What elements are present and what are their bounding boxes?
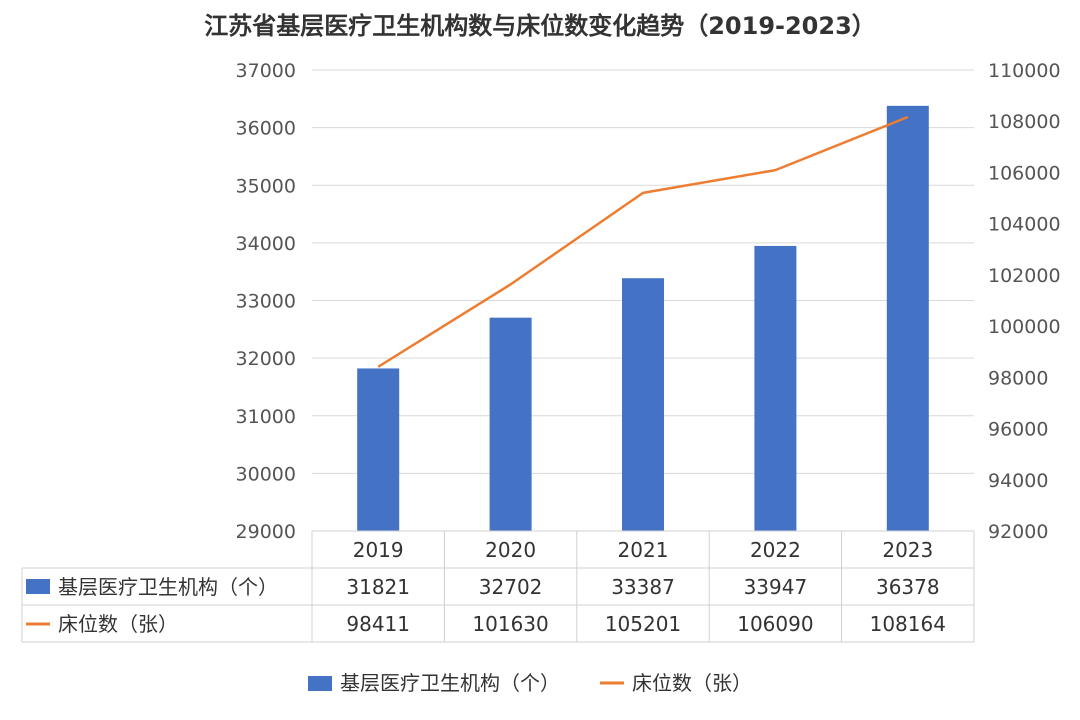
right-tick-label: 108000	[988, 111, 1061, 133]
table-cell-value: 33387	[611, 575, 675, 599]
left-tick-label: 29000	[236, 521, 296, 543]
table-cell-value: 33947	[744, 575, 808, 599]
table-cell-value: 105201	[605, 612, 681, 636]
legend-swatch-bar	[308, 676, 332, 691]
right-tick-label: 92000	[988, 521, 1048, 543]
right-tick-label: 94000	[988, 470, 1048, 492]
left-tick-label: 34000	[236, 233, 296, 255]
table-cell-value: 32702	[479, 575, 543, 599]
chart-title: 江苏省基层医疗卫生机构数与床位数变化趋势（2019-2023）	[204, 12, 876, 40]
left-tick-label: 31000	[236, 406, 296, 428]
left-tick-label: 33000	[236, 291, 296, 313]
left-tick-label: 37000	[236, 60, 296, 82]
left-tick-label: 35000	[236, 175, 296, 197]
line-series	[377, 115, 909, 368]
table-cell-value: 108164	[870, 612, 946, 636]
table-cell-value: 98411	[346, 612, 410, 636]
right-tick-label: 102000	[988, 265, 1061, 287]
bar	[622, 278, 664, 531]
table-cell-value: 31821	[346, 575, 410, 599]
left-tick-label: 30000	[236, 463, 296, 485]
category-label: 2022	[750, 538, 801, 562]
right-axis: 92000 94000 96000 98000 100000 102000 104000 10…	[988, 60, 1061, 543]
bar	[754, 245, 797, 531]
table-cell-value: 106090	[737, 612, 813, 636]
table-series-key	[26, 579, 50, 594]
bar	[886, 105, 929, 532]
table-series-name: 床位数（张）	[58, 612, 178, 636]
category-label: 2021	[618, 538, 669, 562]
right-tick-label: 104000	[988, 214, 1061, 236]
left-tick-label: 32000	[236, 348, 296, 370]
right-tick-label: 110000	[988, 60, 1061, 82]
category-label: 2019	[353, 538, 404, 562]
legend-label: 床位数（张）	[632, 671, 752, 695]
right-tick-label: 100000	[988, 316, 1061, 338]
left-axis: 29000 30000 31000 32000 33000 34000 35000 36000…	[236, 60, 296, 543]
category-label: 2020	[485, 538, 536, 562]
right-tick-label: 98000	[988, 367, 1048, 389]
table-cell-value: 36378	[876, 575, 940, 599]
legend-label: 基层医疗卫生机构（个）	[340, 671, 560, 695]
table-cell-value: 101630	[472, 612, 548, 636]
bar	[357, 368, 400, 531]
category-label: 2023	[882, 538, 933, 562]
left-tick-label: 36000	[236, 118, 296, 140]
bar	[489, 317, 532, 531]
legend: 基层医疗卫生机构（个） 床位数（张）	[308, 671, 752, 695]
table-series-name: 基层医疗卫生机构（个）	[58, 575, 278, 599]
bar-series	[357, 105, 929, 532]
right-tick-label: 96000	[988, 419, 1048, 441]
data-table: 2019 2020 2021 2022 2023 基层医疗卫生机构（个） 31821 3270…	[21, 530, 975, 643]
right-tick-label: 106000	[988, 162, 1061, 184]
